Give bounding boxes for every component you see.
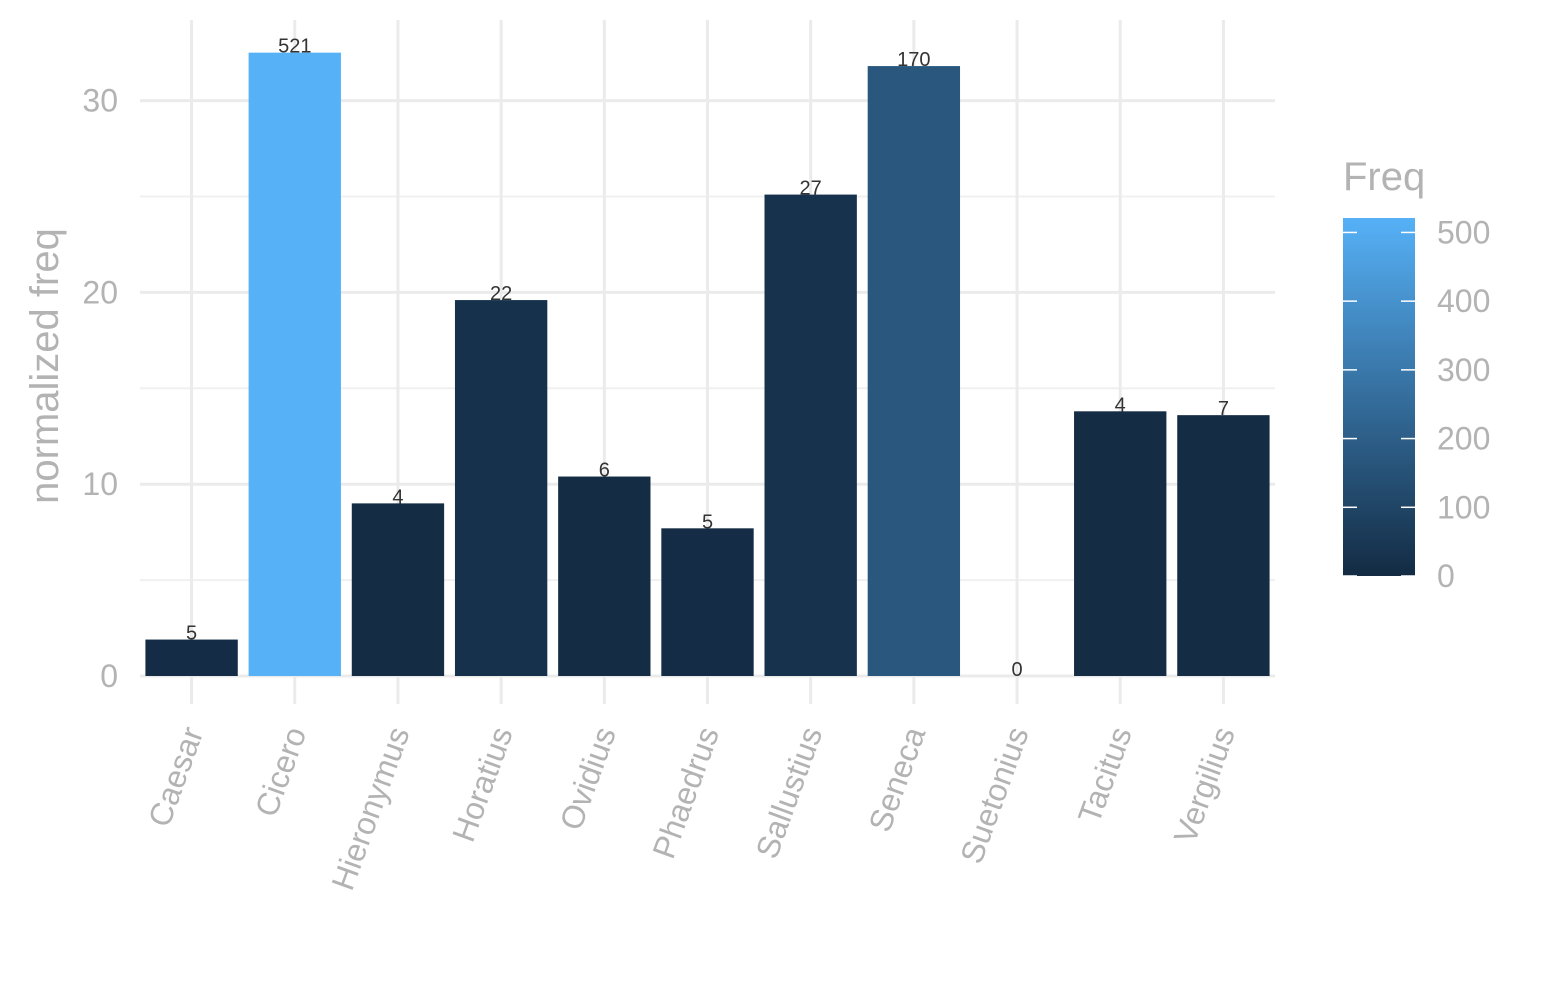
data-label: 170 [897, 49, 930, 71]
bar [558, 476, 651, 676]
data-label: 27 [800, 178, 822, 200]
y-tick-label: 30 [82, 83, 118, 119]
x-tick-label: Sallustius [749, 722, 830, 863]
bars [145, 52, 1270, 677]
bar [661, 528, 754, 676]
data-label: 0 [1011, 659, 1022, 681]
x-tick-label: Cicero [248, 722, 313, 821]
y-axis-title: normalized freq [23, 228, 67, 504]
legend: Freq 0 100 200 300 400 500 [1343, 155, 1490, 594]
y-tick-label: 20 [82, 274, 118, 310]
bar [351, 503, 445, 676]
bar [145, 639, 238, 676]
x-tick-label: Caesar [141, 722, 210, 832]
legend-tick-label: 500 [1437, 214, 1490, 250]
x-tick-label: Hieronymus [324, 722, 416, 895]
legend-tick-label: 300 [1437, 352, 1490, 388]
y-axis: 0 10 20 30 [82, 83, 118, 694]
x-tick-label: Horatius [445, 722, 520, 846]
data-label: 521 [278, 36, 311, 58]
legend-tick-label: 200 [1437, 421, 1490, 457]
x-tick-label: Suetonius [953, 722, 1036, 868]
x-tick-label: Ovidius [553, 722, 623, 835]
y-tick-label: 0 [100, 658, 118, 694]
data-label: 4 [392, 486, 403, 508]
data-label: 5 [186, 623, 197, 645]
x-tick-label: Vergilius [1167, 722, 1242, 848]
bar [1074, 411, 1167, 676]
data-labels: 5 521 4 22 6 5 27 170 0 4 7 [186, 36, 1229, 681]
bar [1177, 415, 1270, 676]
data-label: 6 [599, 460, 610, 482]
bar [248, 52, 341, 676]
bar [454, 300, 548, 676]
data-label: 5 [702, 511, 713, 533]
x-tick-label: Tacitus [1071, 722, 1139, 828]
data-label: 4 [1115, 394, 1126, 416]
legend-tick-label: 0 [1437, 558, 1455, 594]
legend-tick-label: 400 [1437, 283, 1490, 319]
legend-colorbar [1343, 218, 1415, 576]
bar [764, 194, 857, 676]
bar [867, 66, 961, 677]
legend-title: Freq [1343, 155, 1425, 199]
data-label: 7 [1218, 398, 1229, 420]
x-tick-label: Phaedrus [645, 722, 726, 863]
y-tick-label: 10 [82, 466, 118, 502]
data-label: 22 [490, 283, 512, 305]
x-axis: Caesar Cicero Hieronymus Horatius Ovidius Pha… [141, 722, 1242, 895]
x-tick-label: Seneca [861, 722, 932, 836]
legend-tick-label: 100 [1437, 489, 1490, 525]
